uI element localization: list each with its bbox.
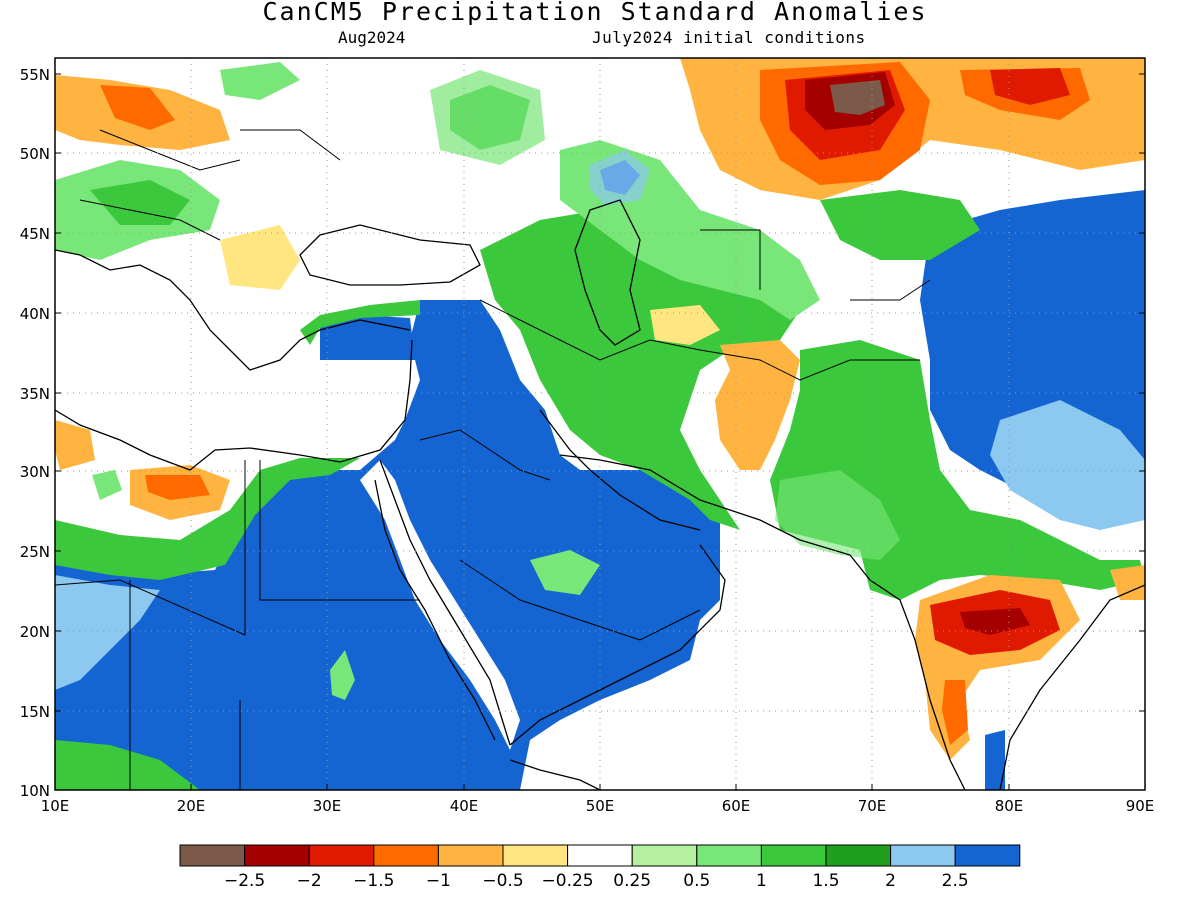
lon-label-90e: 90E	[1126, 797, 1155, 815]
coastline-black-sea	[299, 224, 481, 286]
lon-label-70e: 70E	[858, 797, 887, 815]
lon-label-10e: 10E	[41, 797, 70, 815]
coastline-mediterranean-north	[55, 249, 411, 371]
colorbar-swatch-3	[373, 844, 439, 867]
lat-label-30n: 30N	[20, 463, 50, 481]
lat-ticks	[55, 73, 1145, 790]
lat-label-45n: 45N	[20, 225, 50, 243]
graticule	[55, 58, 1145, 790]
anomaly-green-northeast	[220, 62, 300, 100]
border-africa-1	[55, 460, 420, 790]
lat-label-15n: 15N	[20, 703, 50, 721]
anomaly-blue-south-india	[985, 730, 1005, 790]
anomaly-green-europe	[90, 180, 190, 225]
coastline-persian-gulf	[539, 409, 701, 531]
colorbar-swatch-1	[244, 844, 310, 867]
colorbar-swatch-2	[308, 844, 375, 867]
border-europe-1	[79, 129, 341, 241]
lat-label-10n: 10N	[20, 782, 50, 800]
colorbar-label-3: −1	[426, 871, 451, 891]
colorbar-swatch-8	[696, 844, 762, 867]
lon-label-40e: 40E	[450, 797, 479, 815]
lat-label-40n: 40N	[20, 305, 50, 323]
map-title: CanCM5 Precipitation Standard Anomalies	[262, 0, 928, 26]
valid-month-label: Aug2024	[338, 28, 406, 47]
coastline-india-west	[849, 554, 966, 790]
lat-label-35n: 35N	[20, 385, 50, 403]
initial-conditions-label: July2024 initial conditions	[592, 28, 866, 47]
anomaly-green-sahel	[55, 458, 360, 580]
colorbar-label-2: −1.5	[353, 871, 394, 891]
lat-label-50n: 50N	[20, 145, 50, 163]
anomaly-brown-kazakh	[830, 80, 885, 115]
anomaly-field	[55, 58, 1145, 790]
border-asia-1	[479, 229, 931, 381]
colorbar-label-1: −2	[297, 871, 322, 891]
anomaly-lightblue-tibet	[990, 400, 1145, 530]
lon-labels: 10E 20E 30E 40E 50E 60E 70E 80E 90E	[41, 797, 1155, 815]
anomaly-darkred-india	[960, 608, 1030, 635]
colorbar-label-7: 0.5	[683, 871, 710, 891]
anomaly-orange-tunisia	[55, 420, 95, 470]
anomaly-red-libya	[145, 475, 210, 500]
anomaly-lightblue-wafrica	[55, 575, 160, 690]
lat-label-55n: 55N	[20, 66, 50, 84]
coastline-arabia-south	[509, 544, 726, 746]
anomaly-green-levant	[300, 300, 420, 345]
colorbar: −2.5 −2 −1.5 −1 −0.5 −0.25 0.25 0.5 1 1.5 2 2.5	[179, 844, 1021, 891]
colorbar-swatch-9	[760, 844, 827, 867]
anomaly-white-arabiansea	[600, 530, 920, 790]
colorbar-swatch-0	[179, 844, 246, 867]
anomaly-orange-bengal	[1110, 565, 1145, 600]
anomaly-lightgreen-russia	[430, 70, 545, 165]
anomaly-green-sudan	[330, 650, 355, 700]
anomaly-lightgreen-india	[775, 470, 900, 560]
colorbar-swatch-10	[825, 844, 892, 867]
anomaly-blue-africa	[55, 300, 720, 790]
coastline-red-sea-west	[374, 479, 496, 741]
coastline-caspian	[574, 199, 641, 346]
lat-label-20n: 20N	[20, 623, 50, 641]
colorbar-swatch-11	[890, 844, 956, 867]
colorbar-label-9: 1.5	[812, 871, 839, 891]
colorbar-label-4: −0.5	[482, 871, 523, 891]
anomaly-orange-balkans	[220, 225, 300, 290]
anomaly-red-northeurope	[100, 85, 175, 130]
lon-label-20e: 20E	[177, 797, 206, 815]
colorbar-label-11: 2.5	[942, 871, 969, 891]
anomaly-red-south-india	[942, 680, 968, 745]
coastline-horn-africa	[509, 759, 601, 790]
colorbar-label-8: 1	[756, 871, 767, 891]
anomaly-lightblue-caspian	[590, 150, 650, 205]
colorbar-swatch-6	[567, 844, 633, 867]
colorbar-swatch-5	[502, 844, 569, 867]
coastline-india-east	[999, 584, 1145, 790]
anomaly-red-siberia	[990, 68, 1070, 105]
lon-label-30e: 30E	[313, 797, 342, 815]
anomaly-green-arabia	[530, 550, 600, 595]
border-arabia-1	[419, 429, 701, 641]
anomaly-white-redsea	[360, 460, 520, 750]
colorbar-label-6: 0.25	[613, 871, 651, 891]
colorbar-swatch-4	[437, 844, 504, 867]
colorbar-swatch-7	[631, 844, 698, 867]
anomaly-green-southwest	[55, 740, 200, 790]
colorbar-swatch-12	[954, 844, 1021, 867]
lon-label-50e: 50E	[586, 797, 615, 815]
coastline-north-africa	[55, 339, 413, 471]
colorbar-label-10: 2	[885, 871, 896, 891]
lat-labels: 55N 50N 45N 40N 35N 30N 25N 20N 15N 10N	[20, 66, 50, 800]
lat-label-25n: 25N	[20, 543, 50, 561]
lon-label-60e: 60E	[722, 797, 751, 815]
anomaly-green-chad	[92, 470, 122, 500]
lon-label-80e: 80E	[995, 797, 1024, 815]
colorbar-label-5: −0.25	[542, 871, 594, 891]
coastline-red-sea	[379, 459, 511, 746]
anomaly-yellow-afghan	[650, 305, 720, 345]
anomaly-orange-afghan	[715, 340, 800, 470]
colorbar-label-0: −2.5	[224, 871, 265, 891]
anomaly-green-centralasia	[820, 190, 980, 260]
